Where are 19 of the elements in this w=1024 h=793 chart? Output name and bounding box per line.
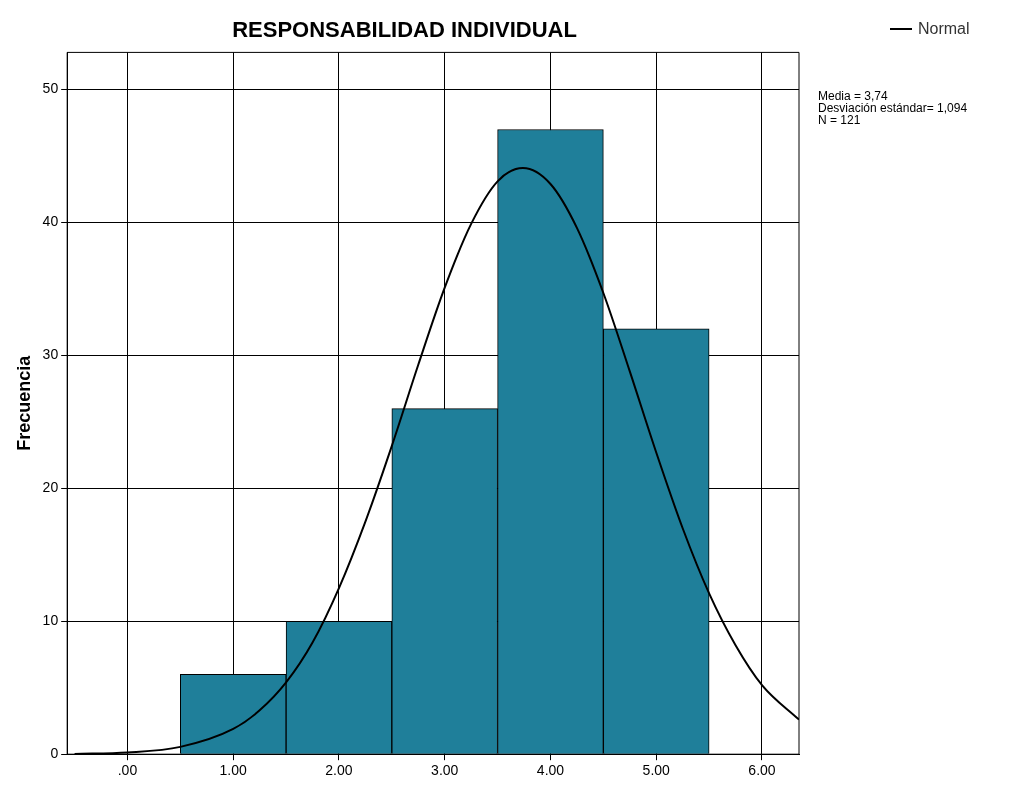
- y-axis-title: Frecuencia: [13, 354, 34, 451]
- y-tick-label: 10: [42, 612, 59, 629]
- x-tick-label: 1.00: [219, 762, 248, 779]
- y-tick-label: 30: [42, 346, 59, 363]
- legend-label: Normal: [918, 20, 970, 38]
- chart-title: RESPONSABILIDAD INDIVIDUAL: [232, 17, 577, 43]
- x-tick-label: 3.00: [431, 762, 459, 779]
- x-tick-label: 4.00: [536, 762, 565, 779]
- y-tick-label: 0: [50, 745, 59, 762]
- y-tick-label: 40: [42, 213, 59, 230]
- x-tick-label: 6.00: [748, 762, 776, 779]
- x-tick-label: 5.00: [642, 762, 671, 779]
- text: Media = 3,74: [818, 89, 889, 103]
- text: N = 121: [818, 113, 862, 127]
- x-tick-label: 2.00: [325, 762, 353, 779]
- y-tick-label: 50: [42, 80, 59, 97]
- y-tick-label: 20: [42, 479, 59, 496]
- x-tick-label: .00: [117, 762, 138, 779]
- text: Desviación estándar= 1,094: [818, 101, 968, 115]
